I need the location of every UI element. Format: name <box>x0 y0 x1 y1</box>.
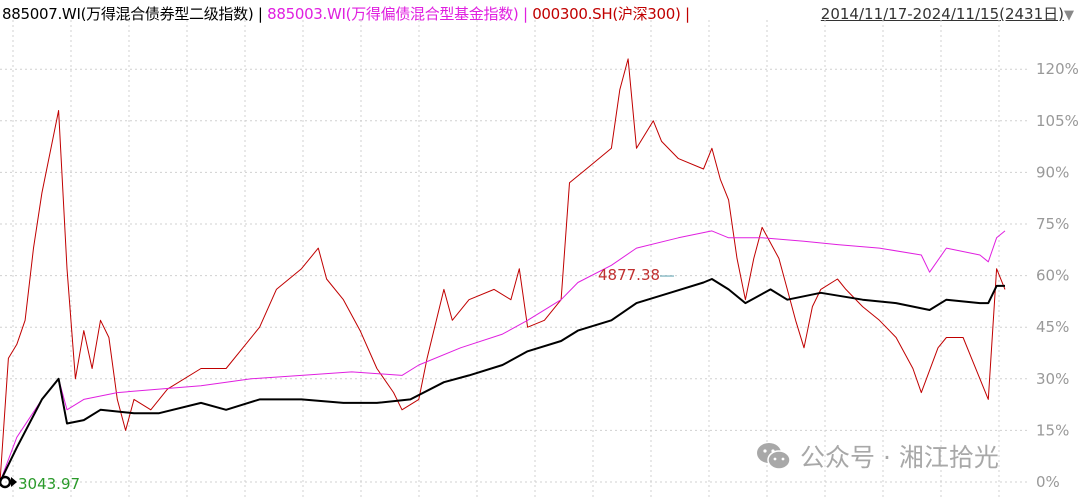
legend-separator: | <box>518 5 533 23</box>
y-tick-label: 120% <box>1036 60 1079 78</box>
legend-series-2[interactable]: 000300.SH(沪深300) <box>532 5 681 23</box>
date-range-selector[interactable]: 2014/11/17-2024/11/15(2431日)▼ <box>821 3 1074 24</box>
watermark-text: 公众号 · 湘江拾光 <box>800 443 999 472</box>
y-tick-label: 45% <box>1036 318 1069 336</box>
triangle-down-icon[interactable]: ▼ <box>1064 8 1074 23</box>
legend-series-1[interactable]: 885003.WI(万得偏债混合型基金指数) <box>267 5 519 23</box>
annotation-start-label: 3043.97 <box>18 475 80 493</box>
y-tick-label: 0% <box>1036 473 1060 491</box>
date-range-text[interactable]: 2014/11/17-2024/11/15(2431日) <box>820 5 1064 23</box>
series-line-0 <box>0 58 1006 483</box>
start-marker <box>0 475 12 489</box>
legend-separator: | <box>253 5 268 23</box>
series-line-1 <box>0 230 1006 483</box>
legend-series-0[interactable]: 885007.WI(万得混合债券型二级指数) <box>2 5 254 23</box>
series-line-2 <box>0 278 1005 483</box>
watermark: 公众号 · 湘江拾光 <box>756 438 999 474</box>
y-tick-label: 60% <box>1036 267 1069 285</box>
y-tick-label: 75% <box>1036 215 1069 233</box>
y-tick-label: 15% <box>1036 421 1069 439</box>
y-tick-label: 90% <box>1036 163 1069 181</box>
annotation-max-label: 4877.38 <box>598 266 660 284</box>
chart-legend-header: 885007.WI(万得混合债券型二级指数) | 885003.WI(万得偏债混… <box>2 3 690 24</box>
y-tick-label: 105% <box>1036 112 1079 130</box>
start-arrow <box>11 477 17 487</box>
wechat-icon <box>757 443 791 470</box>
legend-separator: | <box>680 5 690 23</box>
y-tick-label: 30% <box>1036 370 1069 388</box>
